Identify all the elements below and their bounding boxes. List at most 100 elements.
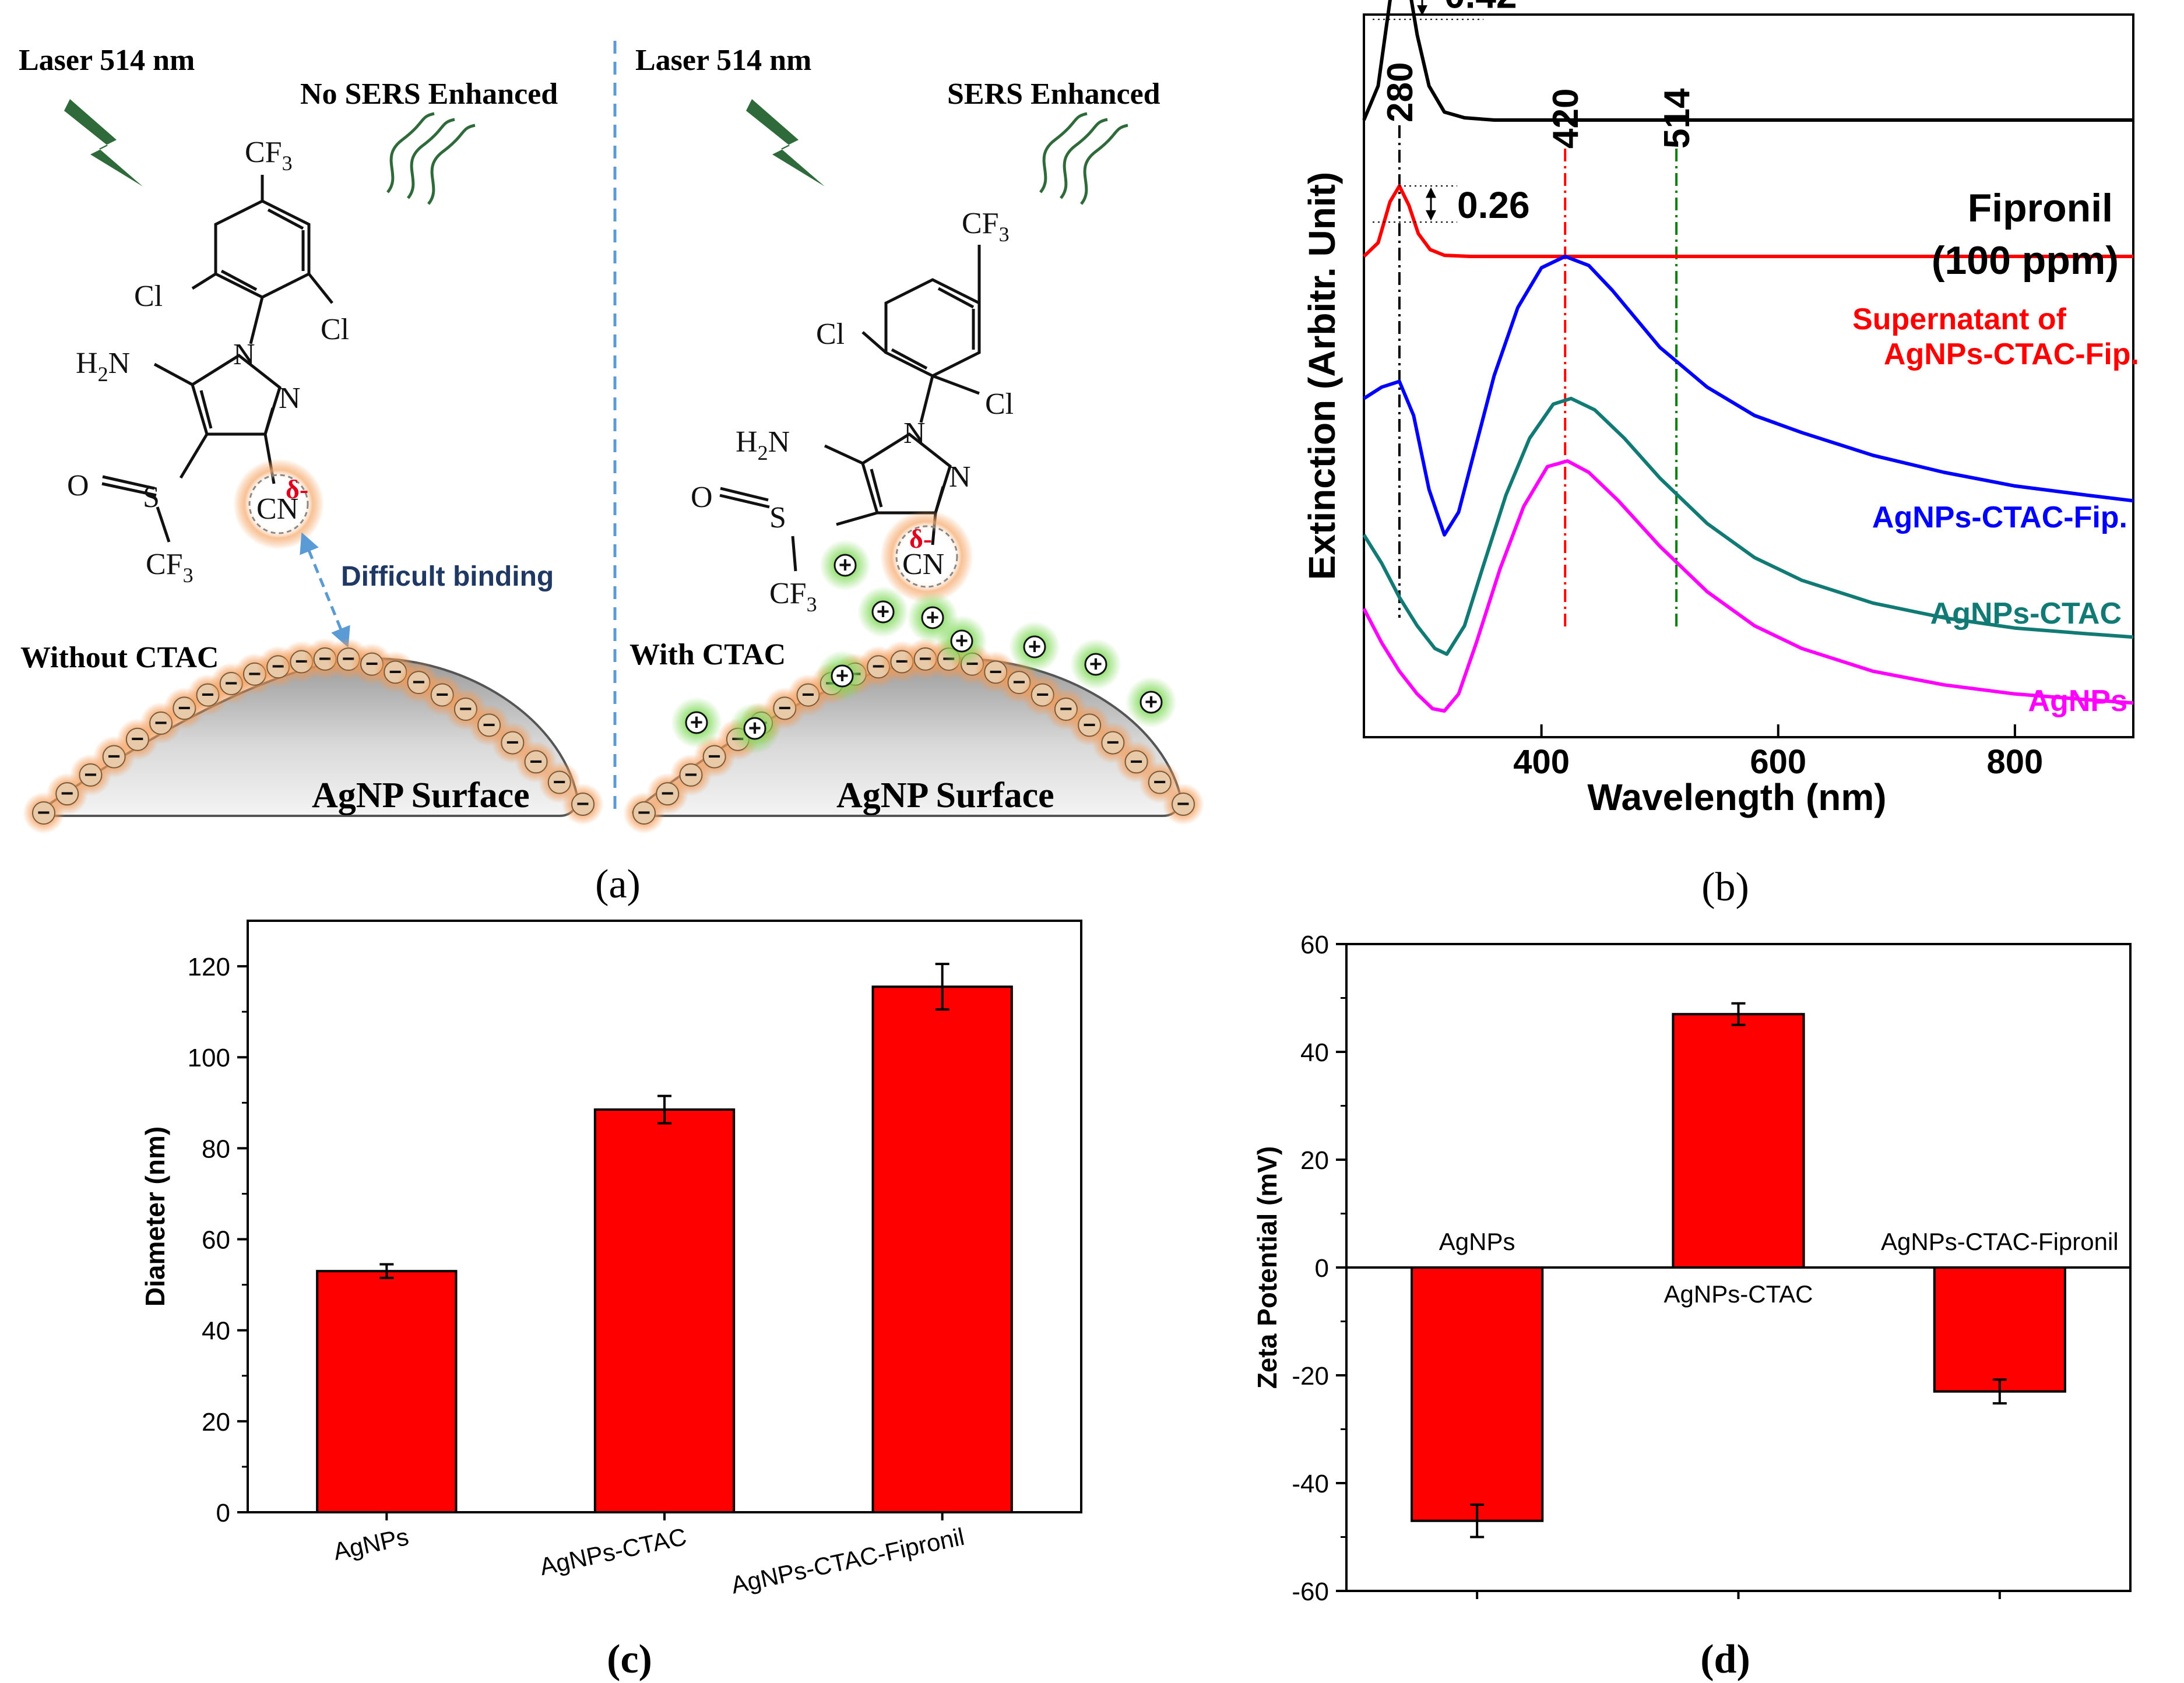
negative-charge: − [131, 727, 144, 752]
molecule-labels-right: CF3 Cl Cl H2N N N S O CF3 [691, 207, 1014, 616]
y-tick-label: 40 [202, 1317, 230, 1346]
negative-charge: − [37, 801, 50, 825]
negative-charge: − [154, 711, 167, 735]
positive-charges-ctac: + + + + + + + + + + [671, 540, 1177, 754]
fipronil-molecule-left [101, 175, 333, 543]
charge-bead [547, 770, 571, 794]
series-line [1362, 0, 2133, 122]
positive-charge: + [1145, 690, 1158, 714]
x-tick-label: 800 [1987, 743, 2044, 781]
charge-bead [477, 713, 501, 737]
surface-label-right: AgNP Surface [836, 776, 1054, 815]
category-label: AgNPs [331, 1523, 412, 1565]
enhancement-label-left: No SERS Enhanced [300, 78, 558, 111]
charge-bead [55, 782, 79, 806]
molecule-labels-left: CF3 Cl Cl H2N N N S O CF3 [67, 136, 349, 587]
y-axis-label: Diameter (nm) [140, 1126, 170, 1307]
charge-bead [571, 793, 595, 816]
negative-charges-left: −−−−−−−− − − − − − − − − −−−−−−−− [23, 638, 604, 834]
positive-bead [831, 664, 854, 688]
delta-minus-right: δ- [909, 524, 932, 554]
x-tick-label: 400 [1513, 743, 1570, 781]
cn-label-right: CN [902, 548, 944, 581]
svg-text:CF3: CF3 [245, 136, 293, 175]
positive-bead [1140, 691, 1163, 714]
x-axis-label: Wavelength (nm) [1587, 776, 1886, 818]
negative-charge: − [178, 696, 191, 720]
condition-label-left: Without CTAC [20, 641, 219, 674]
svg-text:N: N [233, 338, 255, 371]
y-tick-label: -40 [1292, 1470, 1329, 1498]
annotation-0.26: 0.26 [1457, 184, 1530, 226]
negative-charge: − [1012, 670, 1025, 695]
panel-d-chart: -60 -40 -20 0 20 40 60 Zeta Potential (mV) AgNPs… [1252, 931, 2132, 1682]
negative-charge: − [778, 696, 791, 720]
charge-bead [79, 763, 103, 787]
y-tick-label: 60 [1300, 931, 1329, 959]
marker-label: 280 [1380, 62, 1420, 122]
negative-charge: − [61, 781, 73, 806]
laser-label-left: Laser 514 nm [19, 44, 195, 77]
lightning-icon-right [746, 99, 825, 186]
charge-bead [501, 731, 525, 755]
svg-text:Cl: Cl [134, 280, 163, 313]
bar [1933, 1266, 2066, 1393]
y-tick-label: -20 [1292, 1362, 1329, 1390]
negative-charge: − [553, 770, 566, 794]
y-axis-label: Extinction (Arbitr. Unit) [1301, 172, 1343, 580]
positive-charge: + [690, 710, 703, 735]
svg-text:O: O [67, 469, 89, 502]
negative-charge: − [1060, 697, 1072, 721]
cn-halo-left [233, 459, 324, 550]
series-label: AgNPs-CTAC-Fip. [1872, 501, 2127, 534]
series-line [1363, 255, 2134, 537]
caption-a: (a) [595, 862, 641, 907]
negative-charge: − [459, 697, 472, 721]
positive-charge: + [877, 600, 889, 624]
negative-charge: − [638, 801, 650, 825]
negative-charge: − [483, 713, 495, 737]
y-tick-label: 40 [1300, 1038, 1329, 1067]
negative-charge: − [319, 647, 332, 671]
y-tick-label: -60 [1292, 1578, 1329, 1606]
charge-bead [32, 801, 55, 825]
positive-charge: + [748, 716, 761, 741]
caption-b: (b) [1701, 865, 1749, 910]
category-label: AgNPs-CTAC [537, 1523, 689, 1580]
negative-charge: − [1083, 713, 1096, 737]
scatter-waves-icon-right [1039, 112, 1128, 205]
positive-bead [1023, 635, 1046, 659]
negative-charge: − [684, 763, 697, 787]
y-tick-label: 100 [188, 1044, 230, 1072]
y-tick-label: 20 [202, 1408, 230, 1436]
scheme-right: Laser 514 nm SERS Enhanced [623, 44, 1204, 834]
binding-arrow [300, 532, 350, 648]
series-label: AgNPs-CTAC [1930, 597, 2122, 631]
negative-charge: − [506, 731, 519, 755]
negative-charge: − [84, 763, 97, 787]
negative-charge: − [1130, 749, 1142, 774]
svg-text:N: N [279, 382, 301, 415]
negative-charge: − [1177, 792, 1190, 816]
positive-bead [743, 717, 766, 740]
bar [316, 1270, 458, 1514]
charge-bead [1172, 793, 1195, 816]
series-line [1362, 459, 2134, 713]
positive-bead [871, 600, 895, 624]
charge-bead [702, 745, 726, 769]
svg-text:S: S [769, 501, 786, 534]
caption-c: (c) [607, 1637, 652, 1682]
series-label: Supernatant of [1852, 302, 2067, 336]
positive-charge: + [955, 629, 968, 653]
series-line [1362, 396, 2134, 656]
surface-label-left: AgNP Surface [312, 776, 530, 815]
y-tick-label: 0 [1315, 1254, 1329, 1283]
panel-c-chart: 0 20 40 60 80 100 120 Diameter (nm) AgNPs AgNPs-C… [140, 920, 1082, 1682]
charge-bead [1101, 731, 1125, 755]
enhancement-label-right: SERS Enhanced [947, 78, 1160, 111]
svg-text:N: N [949, 460, 971, 494]
negative-charge: − [1153, 770, 1166, 794]
charge-bead [524, 750, 548, 774]
caption-d: (d) [1700, 1637, 1750, 1682]
